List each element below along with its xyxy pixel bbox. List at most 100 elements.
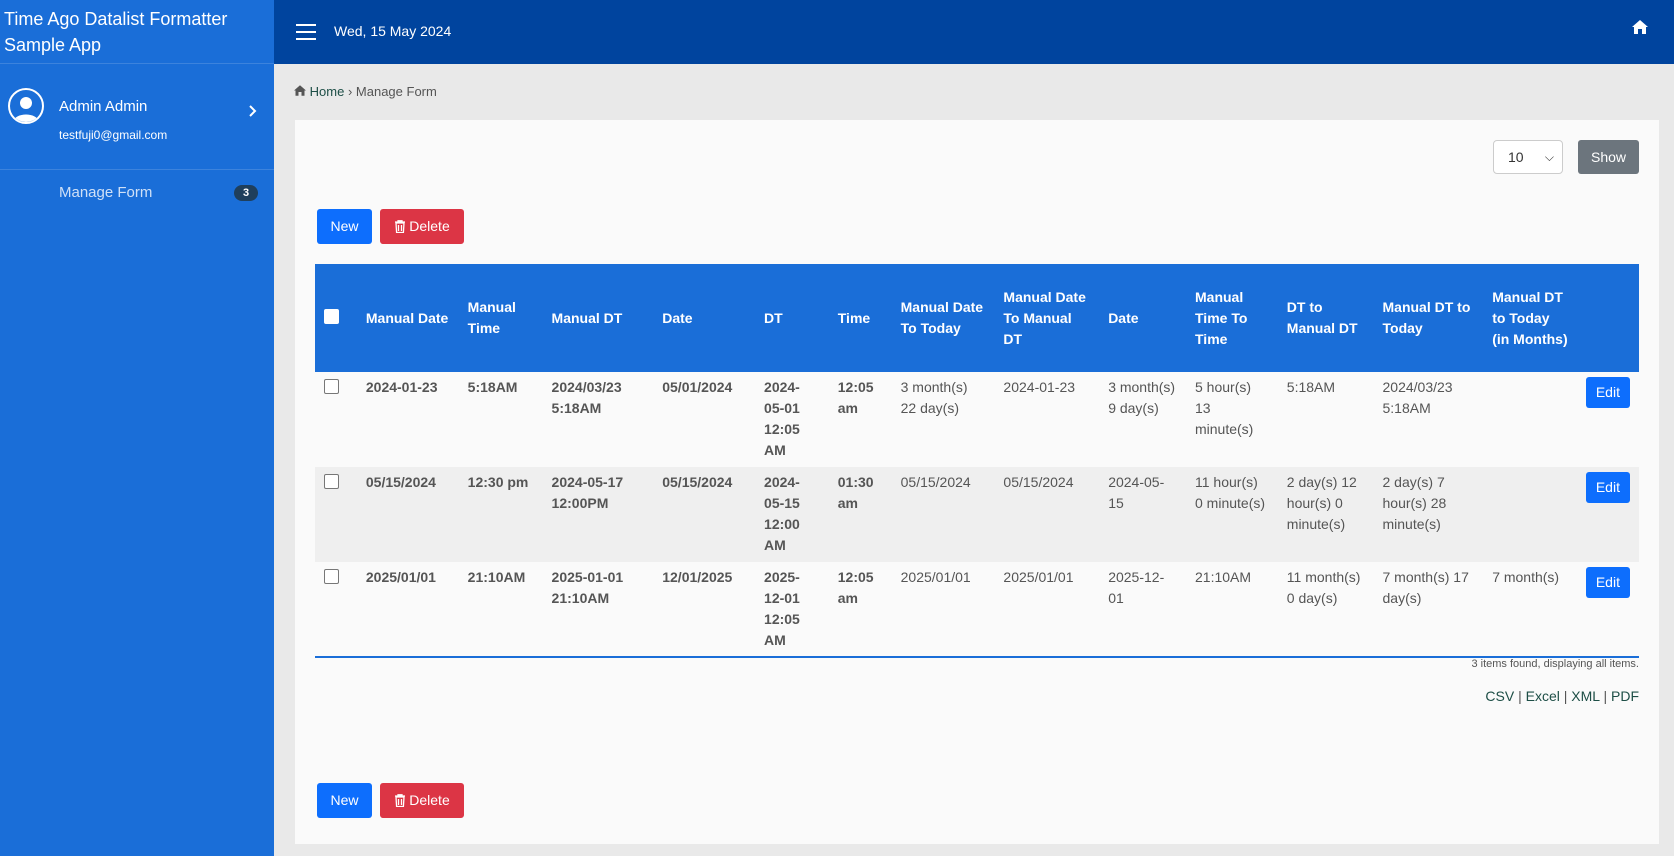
column-header[interactable]: Manual Date To Manual DT [994,264,1100,372]
breadcrumb-home-link[interactable]: Home [309,84,345,99]
table-row: 05/15/2024 12:30 pm 2024-05-17 12:00PM 0… [315,467,1639,562]
app-title[interactable]: Time Ago Datalist Formatter Sample App [0,0,274,64]
main-card: 10 ⌵ Show New Delete Manual Date Manual … [295,120,1659,844]
cell-time: 12:05 am [828,562,892,658]
cell-manual-dt: 2025-01-01 21:10AM [542,562,654,658]
export-links: CSV | Excel | XML | PDF [1485,688,1639,704]
select-all-cell [315,264,357,372]
cell-date-2: 3 month(s) 9 day(s) [1108,379,1176,416]
cell-time: 12:05 am [837,379,874,416]
new-button-label: New [330,792,359,808]
cell-manual-date: 05/15/2024 [356,467,459,562]
cell-date-2: 2025-12-01 [1099,562,1186,658]
show-button[interactable]: Show [1578,140,1639,174]
cell-dt: 2024-05-01 12:05 AM [764,379,800,458]
row-actions-cell: Edit [1576,562,1639,658]
cell-manual-dt-to-today: 2024/03/23 5:18AM [1382,379,1453,416]
actions-header [1576,264,1639,372]
page-size-select[interactable]: 10 ⌵ [1493,140,1563,174]
chevron-right-icon[interactable] [248,104,258,120]
table-row: 2025/01/01 21:10AM 2025-01-01 21:10AM 12… [315,562,1639,658]
cell-manual-time-to-time: 11 hour(s) 0 minute(s) [1186,467,1278,562]
user-name: Admin Admin [59,98,148,115]
cell-manual-date-to-today: 3 month(s) 22 day(s) [900,379,968,416]
cell-manual-date-to-today: 05/15/2024 [891,467,995,562]
cell-dt-to-manual-dt: 2 day(s) 12 hour(s) 0 minute(s) [1277,467,1374,562]
home-icon[interactable] [294,84,306,99]
column-header[interactable]: DT to Manual DT [1277,264,1374,372]
page-size-value: 10 [1508,149,1524,165]
delete-button[interactable]: Delete [380,209,464,244]
records-table: Manual Date Manual Time Manual DT Date D… [315,264,1639,658]
delete-button-label: Delete [409,218,450,234]
row-select-cell [315,562,357,658]
cell-manual-date-to-manual-dt: 2025/01/01 [994,562,1100,658]
cell-date-2: 2024-05-15 [1099,467,1186,562]
column-header[interactable]: DT [755,264,829,372]
sidebar-item-label: Manage Form [59,184,153,201]
cell-manual-date-to-manual-dt: 05/15/2024 [994,467,1100,562]
count-badge: 3 [234,185,258,201]
home-icon[interactable] [1632,20,1648,38]
row-actions-cell: Edit [1576,467,1639,562]
new-button-label: New [330,218,359,234]
column-header[interactable]: Manual DT to Today [1373,264,1484,372]
row-checkbox[interactable] [324,474,339,489]
column-header[interactable]: Manual Date [356,264,459,372]
select-all-checkbox[interactable] [324,308,339,324]
cell-manual-time-to-time: 5 hour(s) 13 minute(s) [1195,379,1254,437]
row-checkbox[interactable] [324,379,339,394]
top-bar: Wed, 15 May 2024 [274,0,1674,64]
cell-date: 05/15/2024 [653,467,756,562]
sidebar-item-manage-form[interactable]: Manage Form 3 [0,180,274,204]
delete-button-bottom[interactable]: Delete [380,783,464,818]
export-excel-link[interactable]: Excel [1525,688,1560,704]
edit-button[interactable]: Edit [1585,472,1630,503]
edit-button[interactable]: Edit [1585,567,1630,598]
table-header-row: Manual Date Manual Time Manual DT Date D… [315,264,1639,372]
row-select-cell [315,372,357,467]
cell-date: 12/01/2025 [653,562,756,658]
cell-dt-to-manual-dt: 11 month(s) 0 day(s) [1277,562,1374,658]
cell-manual-date: 2025/01/01 [356,562,459,658]
cell-dt: 2024-05-15 12:00 AM [755,467,829,562]
cell-manual-time: 5:18AM [467,379,518,395]
column-header[interactable]: Time [828,264,892,372]
trash-icon [395,220,406,234]
menu-toggle-icon[interactable] [296,24,316,40]
items-found-text: 3 items found, displaying all items. [1471,658,1639,670]
cell-manual-time-to-time: 21:10AM [1186,562,1278,658]
column-header[interactable]: Manual Time [458,264,543,372]
cell-time: 01:30 am [828,467,892,562]
user-email: testfuji0@gmail.com [59,128,168,142]
chevron-down-icon: ⌵ [1544,150,1554,164]
user-panel[interactable]: Admin Admin testfuji0@gmail.com [0,64,274,170]
cell-dt-to-manual-dt: 5:18AM [1286,379,1336,395]
column-header[interactable]: Date [653,264,756,372]
trash-icon [395,794,406,808]
cell-manual-dt: 2024/03/23 5:18AM [551,379,622,416]
column-header[interactable]: Manual Date To Today [891,264,995,372]
new-button-bottom[interactable]: New [317,783,372,818]
row-checkbox[interactable] [324,569,339,584]
cell-manual-time: 12:30 pm [458,467,543,562]
export-xml-link[interactable]: XML [1571,688,1600,704]
sidebar: Time Ago Datalist Formatter Sample App A… [0,0,274,856]
new-button[interactable]: New [317,209,372,244]
column-header[interactable]: Manual Time To Time [1186,264,1278,372]
row-actions-cell: Edit [1577,372,1639,467]
breadcrumb-separator: › [347,84,353,99]
cell-manual-date-to-today: 2025/01/01 [891,562,995,658]
cell-manual-date-to-manual-dt: 2024-01-23 [1003,379,1076,395]
column-header[interactable]: Manual DT [542,264,654,372]
export-pdf-link[interactable]: PDF [1611,688,1639,704]
column-header[interactable]: Manual DT to Today (in Months) [1483,264,1577,372]
avatar-icon [8,88,44,124]
cell-manual-dt-to-today-months [1483,372,1577,467]
row-select-cell [315,467,357,562]
breadcrumb-current: Manage Form [355,84,437,99]
column-header[interactable]: Date [1099,264,1186,372]
export-csv-link[interactable]: CSV [1485,688,1515,704]
table-row: 2024-01-23 5:18AM 2024/03/23 5:18AM 05/0… [315,372,1639,467]
edit-button[interactable]: Edit [1585,377,1630,408]
